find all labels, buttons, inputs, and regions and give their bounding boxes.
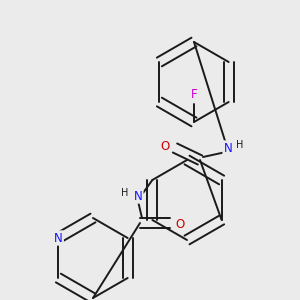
Text: N: N (224, 142, 232, 154)
Text: H: H (121, 188, 129, 198)
Text: N: N (54, 232, 63, 244)
Text: O: O (176, 218, 184, 230)
Text: O: O (160, 140, 169, 154)
Text: F: F (191, 88, 197, 101)
Text: H: H (236, 140, 244, 150)
Text: N: N (134, 190, 142, 202)
